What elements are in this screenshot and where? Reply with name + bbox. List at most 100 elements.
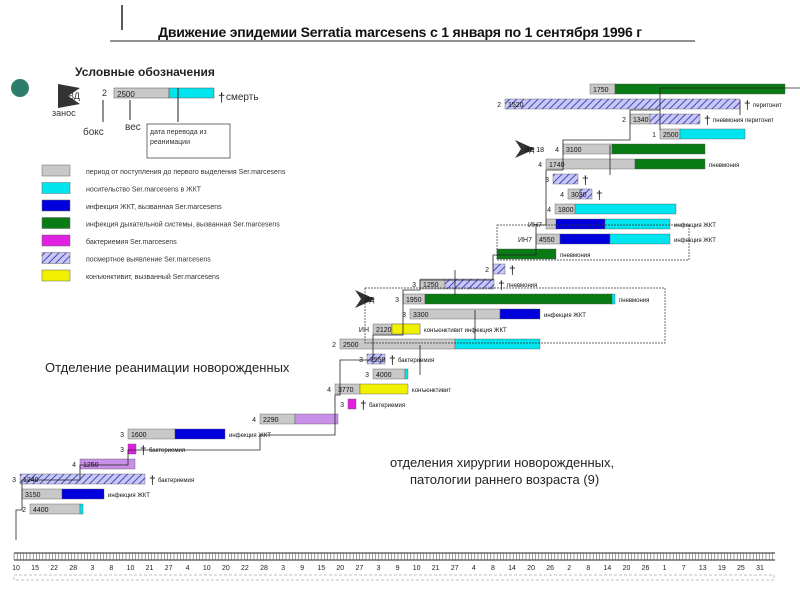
group-box-2 bbox=[364, 287, 666, 344]
row-weight-13: 1250 bbox=[423, 282, 439, 289]
bar-segment-20-1 bbox=[359, 383, 409, 395]
row-number-20: 4 bbox=[327, 387, 331, 394]
row-number-25: 4 bbox=[72, 462, 76, 469]
bar-segment-14-1 bbox=[424, 293, 613, 305]
bar-segment-5-1 bbox=[634, 158, 706, 170]
x-tick-label-15: 9 bbox=[300, 565, 304, 572]
legend-key-in: ВД bbox=[68, 91, 80, 101]
bar-segment-28-1 bbox=[79, 503, 84, 515]
legend-swatch-1 bbox=[41, 182, 71, 194]
bar-segment-18-0 bbox=[366, 353, 386, 365]
bar-segment-14-2 bbox=[611, 293, 616, 305]
arrow-label-14: ВД bbox=[365, 297, 375, 304]
legend-title: Условные обозначения bbox=[75, 65, 215, 79]
x-tick-label-25: 8 bbox=[491, 565, 495, 572]
row-weight-15: 3300 bbox=[413, 312, 429, 319]
legend-item-label-5: посмертное выявление Ser.marcesens bbox=[86, 257, 211, 264]
row-annotation-23: инфекция ЖКТ bbox=[229, 433, 271, 439]
bar-segment-21-0 bbox=[347, 398, 357, 410]
bar-segment-27-1 bbox=[61, 488, 105, 500]
bar-segment-24-0 bbox=[127, 443, 137, 455]
bar-segment-0-1 bbox=[614, 83, 786, 95]
bar-segment-23-1 bbox=[174, 428, 226, 440]
legend-swatch-2 bbox=[41, 199, 71, 212]
bar-segment-8-1 bbox=[574, 203, 677, 215]
row-number-10: ИН7 bbox=[518, 237, 532, 244]
row-number-5: 4 bbox=[538, 162, 542, 169]
x-tick-label-2: 22 bbox=[50, 565, 58, 572]
row-number-12: 2 bbox=[485, 267, 489, 274]
arrow-label-4: ВД 18 bbox=[525, 147, 544, 154]
row-weight-19: 4000 bbox=[376, 372, 392, 379]
row-annotation-16: конъюнктивит инфекция ЖКТ bbox=[424, 328, 507, 334]
row-number-15: 3 bbox=[402, 312, 406, 319]
bar-segment-13-1 bbox=[444, 278, 495, 290]
row-annotation-26: бактериемия bbox=[158, 478, 194, 484]
x-tick-label-8: 27 bbox=[165, 565, 173, 572]
bar-segment-10-2 bbox=[609, 233, 671, 245]
row-annotation-27: инфекция ЖКТ bbox=[108, 493, 150, 499]
legend-item-label-6: конъюнктивит, вызванный Ser.marcesens bbox=[86, 273, 220, 281]
x-tick-label-10: 10 bbox=[203, 565, 211, 572]
row-annotation-24: бактериемия bbox=[149, 448, 185, 454]
x-axis-month-band bbox=[13, 574, 775, 581]
x-tick-label-17: 20 bbox=[336, 565, 344, 572]
row-number-17: 2 bbox=[332, 342, 336, 349]
legend-swatch-4 bbox=[41, 234, 71, 247]
row-number-7: 4 bbox=[560, 192, 564, 199]
decorative-circle bbox=[11, 79, 29, 97]
bar-segment-3-1 bbox=[679, 128, 746, 140]
bar-segment-1-0 bbox=[504, 98, 741, 110]
x-tick-label-33: 26 bbox=[642, 565, 650, 572]
bar-segment-16-2 bbox=[391, 323, 421, 335]
legend-item-label-1: носительство Ser.marcesens в ЖКТ bbox=[86, 187, 202, 194]
bar-segment-10-1 bbox=[559, 233, 611, 245]
death-cross-icon-26: † bbox=[149, 473, 156, 487]
death-cross-icon-21: † bbox=[360, 398, 367, 412]
row-number-19: 3 bbox=[365, 372, 369, 379]
row-number-24: 3 bbox=[120, 447, 124, 454]
cross-icon: † bbox=[218, 90, 225, 105]
group-box-1 bbox=[496, 224, 690, 261]
legend-key-zanos: занос bbox=[52, 108, 76, 118]
x-tick-label-3: 28 bbox=[69, 565, 77, 572]
legend-item-label-0: период от поступления до первого выделен… bbox=[86, 169, 286, 176]
section-label-surgery-1: отделения хирургии новорожденных, bbox=[390, 455, 615, 470]
legend-key-bar-cyan bbox=[168, 87, 215, 99]
row-weight-4: 3100 bbox=[566, 147, 582, 154]
legend-swatch-3 bbox=[41, 217, 71, 229]
x-tick-label-32: 20 bbox=[623, 565, 631, 572]
x-tick-label-35: 7 bbox=[682, 565, 686, 572]
row-weight-3: 2500 bbox=[663, 132, 679, 139]
row-number-6: 3 bbox=[545, 177, 549, 184]
x-tick-label-12: 22 bbox=[241, 565, 249, 572]
row-number-16: ИН bbox=[359, 327, 369, 334]
row-annotation-21: бактериемия bbox=[369, 403, 405, 409]
row-annotation-20: конъюнктивит bbox=[412, 388, 451, 394]
row-number-22: 4 bbox=[252, 417, 256, 424]
legend-key-death: смерть bbox=[226, 92, 259, 103]
arrow-in-icon bbox=[58, 84, 80, 108]
row-weight-2: 1340 bbox=[633, 117, 649, 124]
row-number-8: 4 bbox=[547, 207, 551, 214]
x-tick-label-19: 3 bbox=[377, 565, 381, 572]
section-label-nicu: Отделение реанимации новорожденных bbox=[45, 360, 290, 375]
x-tick-label-4: 3 bbox=[90, 565, 94, 572]
legend-key-weight: 2500 bbox=[117, 90, 135, 99]
row-annotation-2: пневмония перитонит bbox=[713, 118, 774, 124]
row-weight-26: 1240 bbox=[23, 477, 39, 484]
x-tick-label-14: 3 bbox=[281, 565, 285, 572]
legend-item-label-4: бактериемия Ser.marcesens bbox=[86, 238, 177, 246]
x-tick-label-34: 1 bbox=[663, 565, 667, 572]
x-tick-label-27: 20 bbox=[527, 565, 535, 572]
legend-swatch-5 bbox=[41, 252, 71, 264]
row-number-14: 3 bbox=[395, 297, 399, 304]
row-annotation-9: инфекция ЖКТ bbox=[674, 223, 716, 229]
legend-key-transfer-box bbox=[146, 123, 231, 159]
row-number-13: 3 bbox=[412, 282, 416, 289]
x-tick-label-11: 20 bbox=[222, 565, 230, 572]
row-weight-28: 4400 bbox=[33, 507, 49, 514]
x-tick-label-21: 10 bbox=[413, 565, 421, 572]
section-label-surgery-2: патологии раннего возраста (9) bbox=[410, 472, 600, 487]
